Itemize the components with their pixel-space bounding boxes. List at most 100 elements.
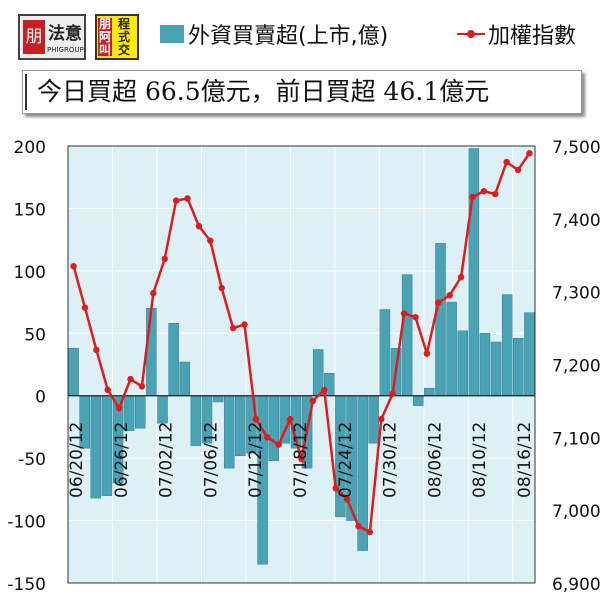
logo-subtitle: PHIGROUP — [47, 46, 84, 54]
index-point — [93, 346, 100, 354]
logo-char: 式 — [118, 30, 131, 44]
y-left-tick-label: 150 — [14, 200, 46, 220]
index-point — [161, 255, 168, 263]
bar — [68, 348, 79, 396]
y-left-tick-label: 0 — [35, 388, 46, 408]
x-tick-label: 06/26/12 — [112, 422, 132, 498]
index-point — [355, 522, 362, 530]
y-right-tick-label: 7,000 — [552, 502, 601, 522]
y-left-tick-label: -100 — [7, 513, 46, 533]
legend-line-symbol — [457, 25, 485, 43]
bar — [412, 395, 424, 406]
index-point — [435, 299, 442, 306]
legend-bar-entry: 外資買賣超(上市,億) — [160, 16, 388, 52]
y-right-tick-label: 7,400 — [552, 211, 601, 231]
bar — [424, 387, 435, 396]
y-right-tick-label: 7,500 — [552, 138, 601, 158]
index-point — [514, 166, 522, 174]
logo-char: 程 — [118, 17, 131, 31]
bar — [90, 395, 102, 499]
x-tick-label: 08/16/12 — [515, 422, 535, 498]
x-tick-label: 07/02/12 — [157, 422, 177, 498]
index-point — [264, 434, 271, 441]
index-point — [343, 496, 351, 503]
plot-border — [67, 145, 536, 584]
index-point — [275, 441, 282, 448]
x-tick-label: 07/18/12 — [291, 422, 311, 498]
legend-line-label: 加權指數 — [488, 24, 577, 49]
y-right-tick-label: 7,200 — [552, 357, 601, 377]
bar — [401, 274, 413, 396]
index-point — [172, 197, 180, 204]
index-point — [252, 415, 260, 423]
index-point — [150, 289, 157, 297]
index-point — [286, 415, 294, 423]
index-point — [480, 187, 488, 195]
index-point — [184, 195, 191, 202]
x-tick-label: 07/30/12 — [381, 422, 401, 498]
x-tick-label: 07/24/12 — [336, 422, 356, 498]
index-point — [321, 386, 328, 394]
bar — [268, 395, 279, 461]
logo-title: 法意 — [48, 24, 82, 44]
index-point — [241, 321, 248, 328]
bar — [135, 395, 146, 429]
index-point — [423, 350, 431, 357]
legend-bar-label: 外資買賣超(上市,億) — [188, 24, 389, 49]
index-point — [526, 150, 533, 157]
index-point — [366, 528, 374, 536]
logo-char: 叫 — [99, 43, 112, 57]
index-point — [309, 397, 317, 405]
index-point — [503, 158, 510, 166]
bar — [190, 395, 202, 446]
x-tick-label: 07/12/12 — [246, 422, 266, 498]
index-point — [298, 455, 305, 463]
index-point — [492, 190, 499, 198]
bar — [223, 395, 235, 469]
y-left-tick-label: 50 — [24, 325, 46, 345]
index-point — [104, 386, 111, 394]
bar — [157, 395, 168, 424]
y-left-tick-label: 200 — [14, 138, 46, 158]
index-point — [229, 324, 237, 332]
bar — [435, 243, 446, 396]
y-left-tick-label: -50 — [18, 450, 46, 470]
index-point — [218, 284, 225, 292]
bar — [513, 338, 524, 396]
index-point — [195, 222, 203, 230]
y-left-tick-label: -150 — [7, 575, 46, 595]
bar — [179, 361, 191, 396]
logo-char: 朋 — [99, 17, 112, 31]
bar — [146, 308, 157, 396]
index-point — [138, 383, 146, 390]
y-right-tick-label: 6,900 — [552, 575, 601, 595]
index-point — [70, 262, 77, 270]
index-point — [446, 292, 453, 299]
index-point — [207, 237, 214, 244]
bar — [490, 341, 502, 396]
index-point — [412, 313, 419, 321]
program-trading-logo: 朋 程 阿 式 叫 交 易 — [95, 14, 139, 60]
index-point — [389, 390, 396, 397]
phigroup-logo: 朋 法意 PHIGROUP — [18, 14, 86, 60]
x-tick-label: 08/06/12 — [425, 422, 445, 498]
bar — [479, 333, 491, 396]
index-point — [457, 273, 465, 281]
logo-char: 交 — [118, 43, 131, 57]
index-point — [400, 310, 408, 317]
logo-seal: 朋 — [23, 20, 45, 54]
index-point — [81, 304, 89, 311]
logo-red-strip — [98, 18, 112, 56]
x-tick-label: 07/06/12 — [201, 422, 221, 498]
index-point — [378, 415, 385, 423]
bar — [446, 301, 457, 396]
bar — [379, 309, 391, 396]
summary-box: 今日買超 66.5億元，前日買超 46.1億元 — [22, 70, 582, 114]
index-point — [127, 375, 134, 383]
y-right-tick-label: 7,300 — [552, 284, 601, 304]
x-tick-label: 06/20/12 — [67, 422, 87, 498]
bar — [101, 395, 113, 496]
bar — [235, 395, 246, 456]
legend-bar-swatch — [160, 25, 184, 43]
